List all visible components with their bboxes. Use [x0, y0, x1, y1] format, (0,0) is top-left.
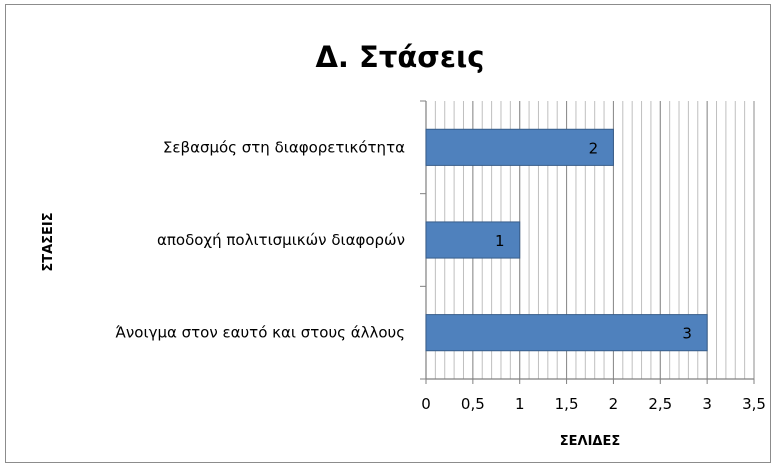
x-tick-label: 1,5: [555, 395, 579, 413]
x-tick-label: 0: [421, 395, 431, 413]
x-tick-label: 0,5: [461, 395, 485, 413]
bar: [425, 128, 614, 166]
x-tick-label: 3,5: [742, 395, 766, 413]
category-label: Σεβασμός στη διαφορετικότητα: [163, 138, 405, 156]
plot-area: 0 0,5 1 1,5 2 2,5 3 3,5 Σεβασμός στη διαφορετικό…: [116, 100, 766, 413]
data-label: 2: [589, 139, 599, 157]
data-label: 1: [495, 232, 505, 250]
y-axis-label: ΣΤΑΣΕΙΣ: [41, 212, 56, 271]
x-axis-label: ΣΕΛΙΔΕΣ: [560, 434, 620, 449]
chart-frame: [5, 4, 771, 463]
category-label: αποδοχή πολιτισμικών διαφορών: [157, 231, 405, 249]
bar: [425, 314, 708, 352]
chart-title: Δ. Στάσεις: [315, 40, 484, 74]
x-tick-label: 2,5: [648, 395, 672, 413]
data-label: 3: [682, 325, 692, 343]
x-tick-label: 1: [515, 395, 525, 413]
x-tick-label: 3: [702, 395, 712, 413]
bar: [425, 221, 521, 259]
x-tick-label: 2: [609, 395, 619, 413]
category-label: Άνοιγμα στον εαυτό και στους άλλους: [116, 324, 405, 342]
